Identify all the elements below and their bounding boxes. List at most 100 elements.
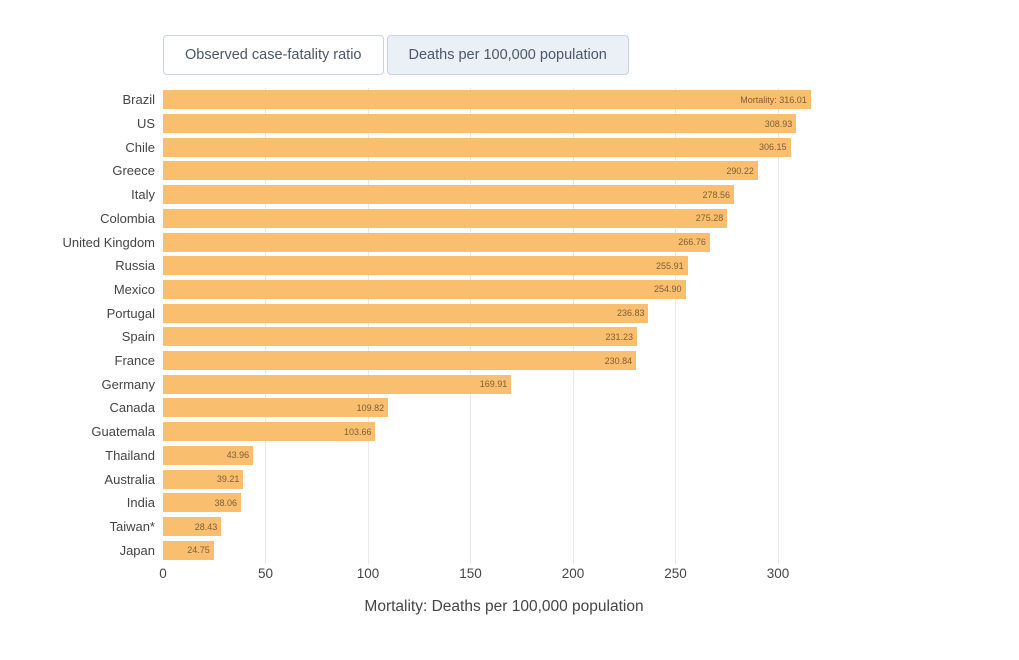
button-deaths-per-100000-population[interactable]: Deaths per 100,000 population xyxy=(386,35,629,75)
bar-spain: 231.23 xyxy=(163,327,637,347)
y-axis-label: Australia xyxy=(104,471,155,487)
bar-value-label: Mortality: 316.01 xyxy=(740,94,807,105)
bar-value-label: 109.82 xyxy=(356,402,385,413)
bar-row: 231.23 xyxy=(163,325,845,349)
bar-row: 230.84 xyxy=(163,349,845,373)
bar-row: 38.06 xyxy=(163,491,845,515)
bar-value-label: 38.06 xyxy=(214,497,238,508)
bar-canada: 109.82 xyxy=(163,398,389,418)
x-tick-label: 200 xyxy=(561,566,585,581)
gridline xyxy=(572,88,574,564)
bar-value-label: 28.43 xyxy=(194,521,218,532)
x-tick-label: 150 xyxy=(459,566,482,581)
bar-thailand: 43.96 xyxy=(163,445,254,465)
y-axis-label: Japan xyxy=(119,542,155,558)
bar-australia: 39.21 xyxy=(163,469,244,489)
bar-row: 39.21 xyxy=(163,467,845,491)
bar-row: 169.91 xyxy=(163,372,845,396)
bar-chile: 306.15 xyxy=(163,137,791,157)
bar-value-label: 290.22 xyxy=(726,165,754,176)
plot-area: Mortality: 316.01 308.93 306.15 290.22 278.5… xyxy=(163,88,845,564)
bar-value-label: 275.28 xyxy=(695,213,724,224)
x-tick-label: 250 xyxy=(664,566,687,581)
bar-row: 28.43 xyxy=(163,515,845,539)
y-axis-label: Mexico xyxy=(113,281,155,297)
x-tick-label: 50 xyxy=(257,566,273,581)
x-axis-ticks: 0 50 100 150 200 250 300 xyxy=(159,566,845,584)
bar-row: 290.22 xyxy=(163,159,845,183)
bar-row: 236.83 xyxy=(163,301,845,325)
y-axis-label: Thailand xyxy=(105,447,155,463)
bar-value-label: 306.15 xyxy=(759,142,787,153)
bar-italy: 278.56 xyxy=(163,185,735,205)
bar-value-label: 24.75 xyxy=(187,545,210,556)
bar-row: 255.91 xyxy=(163,254,845,278)
bar-row: 266.76 xyxy=(163,230,845,254)
bar-guatemala: 103.66 xyxy=(163,422,376,442)
bar-value-label: 39.21 xyxy=(216,474,240,485)
bar-row: 43.96 xyxy=(163,444,845,468)
bar-colombia: 275.28 xyxy=(163,208,728,228)
bar-united-kingdom: 266.76 xyxy=(163,232,710,252)
bar-rows: Mortality: 316.01 308.93 306.15 290.22 278.5… xyxy=(163,88,845,562)
bar-value-label: 43.96 xyxy=(226,450,250,461)
bar-value-label: 230.84 xyxy=(604,355,633,366)
y-axis-label: Russia xyxy=(115,258,155,274)
bar-india: 38.06 xyxy=(163,493,242,513)
y-axis-label: Canada xyxy=(109,400,155,416)
y-axis-label: France xyxy=(114,353,155,369)
gridline xyxy=(675,88,677,564)
bar-value-label: 103.66 xyxy=(343,426,372,437)
bar-portugal: 236.83 xyxy=(163,303,649,323)
bar-greece: 290.22 xyxy=(163,161,758,181)
chart-mode-toolbar: Observed case-fatality ratio Deaths per … xyxy=(163,35,632,75)
gridline xyxy=(265,88,267,564)
bar-france: 230.84 xyxy=(163,351,637,371)
bar-value-label: 169.91 xyxy=(479,379,508,390)
x-tick-label: 300 xyxy=(766,566,790,581)
bar-value-label: 266.76 xyxy=(678,237,706,248)
bar-value-label: 236.83 xyxy=(616,308,645,319)
y-axis-label: Taiwan* xyxy=(109,519,155,534)
y-axis-label: Germany xyxy=(101,376,155,392)
y-axis-label: Portugal xyxy=(106,305,155,321)
bar-mexico: 254.90 xyxy=(163,279,686,299)
bar-row: 254.90 xyxy=(163,278,845,302)
bar-value-label: 231.23 xyxy=(605,331,633,342)
bar-value-label: 308.93 xyxy=(764,118,793,129)
x-tick-label: 100 xyxy=(356,566,380,581)
bar-brazil: Mortality: 316.01 xyxy=(163,90,811,110)
x-tick-label: 0 xyxy=(159,566,167,581)
bar-row: 109.82 xyxy=(163,396,845,420)
bar-value-label: 254.90 xyxy=(653,284,682,295)
bar-value-label: 278.56 xyxy=(702,189,731,200)
y-axis-label: Chile xyxy=(125,139,155,155)
y-axis-label: Brazil xyxy=(122,92,155,108)
bar-row: 275.28 xyxy=(163,207,845,231)
gridline xyxy=(470,88,472,564)
y-axis-label: Spain xyxy=(121,329,155,345)
gridline xyxy=(367,88,369,564)
bar-row: 24.75 xyxy=(163,538,845,562)
y-axis-label: Italy xyxy=(131,187,155,203)
bar-row: 308.93 xyxy=(163,112,845,136)
gridline xyxy=(777,88,779,564)
bar-russia: 255.91 xyxy=(163,256,688,276)
y-axis-label: United Kingdom xyxy=(62,234,156,250)
bar-germany: 169.91 xyxy=(163,374,512,394)
bar-row: Mortality: 316.01 xyxy=(163,88,845,112)
bar-japan: 24.75 xyxy=(163,540,214,560)
bar-us: 308.93 xyxy=(163,114,797,134)
bar-row: 306.15 xyxy=(163,135,845,159)
y-axis-label: Guatemala xyxy=(91,424,155,440)
y-axis-labels: Brazil US Chile Greece Italy Colombia United K… xyxy=(0,88,156,562)
bar-row: 103.66 xyxy=(163,420,845,444)
y-axis-label: Greece xyxy=(112,163,155,179)
y-axis-label: India xyxy=(126,495,155,511)
x-axis-title: Mortality: Deaths per 100,000 population xyxy=(364,598,644,615)
y-axis-label: Colombia xyxy=(100,210,155,226)
button-observed-case-fatality-ratio[interactable]: Observed case-fatality ratio xyxy=(163,35,384,75)
bar-taiwan-: 28.43 xyxy=(163,517,222,536)
bar-row: 278.56 xyxy=(163,183,845,207)
bar-value-label: 255.91 xyxy=(656,260,684,271)
